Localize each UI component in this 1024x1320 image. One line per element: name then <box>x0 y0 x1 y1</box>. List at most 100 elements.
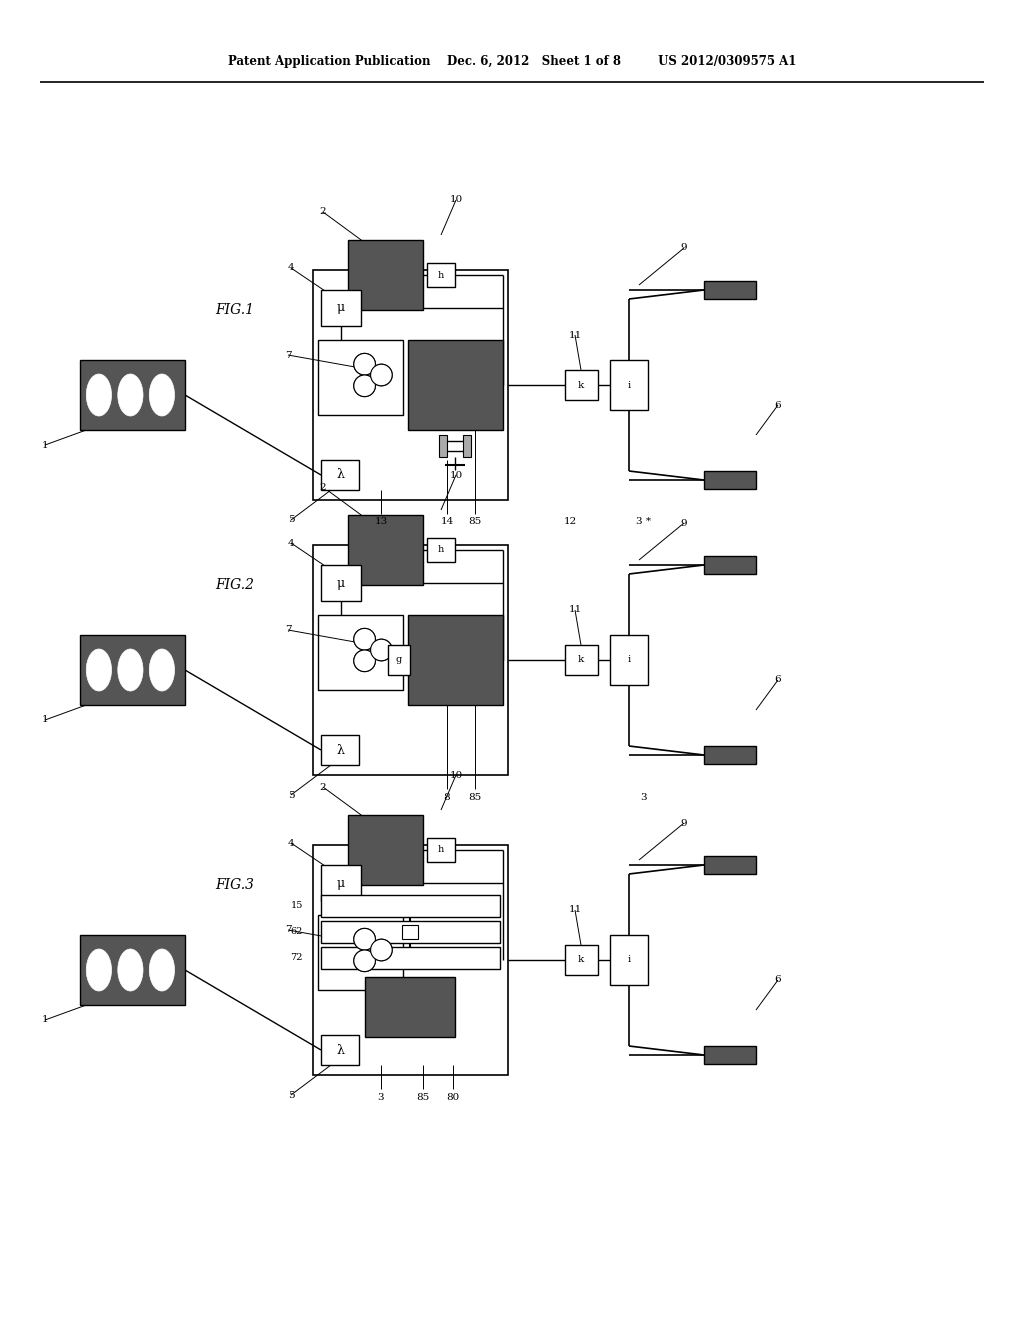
Text: 4: 4 <box>288 539 294 548</box>
Text: 2: 2 <box>319 207 327 216</box>
Bar <box>565 370 598 400</box>
Ellipse shape <box>354 649 376 672</box>
Ellipse shape <box>371 639 392 661</box>
Text: μ: μ <box>337 577 345 590</box>
Text: 6: 6 <box>775 400 781 409</box>
Ellipse shape <box>354 375 376 396</box>
Ellipse shape <box>150 949 174 991</box>
Ellipse shape <box>86 374 112 416</box>
Bar <box>313 845 508 1074</box>
Bar <box>610 635 648 685</box>
Text: 15: 15 <box>291 902 303 911</box>
Text: 4: 4 <box>288 264 294 272</box>
Bar <box>365 977 455 1038</box>
Bar <box>408 615 503 705</box>
Bar <box>80 635 185 705</box>
Text: 1: 1 <box>42 715 48 725</box>
Text: i: i <box>628 656 631 664</box>
Ellipse shape <box>354 354 376 375</box>
Ellipse shape <box>354 628 376 649</box>
Text: 13: 13 <box>375 517 388 527</box>
Ellipse shape <box>86 649 112 690</box>
Text: h: h <box>438 545 444 554</box>
Bar <box>313 545 508 775</box>
Ellipse shape <box>86 949 112 991</box>
Ellipse shape <box>354 628 376 649</box>
Bar <box>321 865 361 902</box>
Ellipse shape <box>354 950 376 972</box>
Bar <box>348 240 423 310</box>
Text: 14: 14 <box>440 517 454 527</box>
Bar <box>565 645 598 675</box>
Bar <box>427 263 455 286</box>
Bar <box>439 436 447 457</box>
Ellipse shape <box>354 649 376 672</box>
Text: 8: 8 <box>443 792 451 801</box>
Text: 1: 1 <box>42 441 48 450</box>
Text: 11: 11 <box>568 606 582 615</box>
Bar <box>313 271 508 500</box>
Bar <box>705 556 756 574</box>
Text: h: h <box>438 846 444 854</box>
Text: 7: 7 <box>285 351 291 359</box>
Text: 85: 85 <box>417 1093 430 1101</box>
Text: k: k <box>578 656 584 664</box>
Bar <box>565 945 598 975</box>
Ellipse shape <box>371 940 392 961</box>
Text: 5: 5 <box>288 516 294 524</box>
Text: FIG.1: FIG.1 <box>215 304 254 317</box>
Text: 3: 3 <box>641 792 647 801</box>
Ellipse shape <box>354 375 376 396</box>
Text: 4: 4 <box>288 838 294 847</box>
Bar <box>321 921 500 942</box>
Text: μ: μ <box>337 301 345 314</box>
Bar <box>321 895 500 917</box>
Ellipse shape <box>354 928 376 950</box>
Bar <box>402 925 418 939</box>
Ellipse shape <box>371 940 392 961</box>
Text: 5: 5 <box>288 791 294 800</box>
Text: 10: 10 <box>450 470 463 479</box>
Text: h: h <box>438 271 444 280</box>
Bar <box>321 290 361 326</box>
Text: 2: 2 <box>319 483 327 491</box>
Bar <box>705 281 756 300</box>
Bar <box>321 946 500 969</box>
Text: 85: 85 <box>468 517 481 527</box>
Text: 2: 2 <box>319 783 327 792</box>
Bar <box>80 360 185 430</box>
Bar <box>321 735 359 766</box>
Text: 11: 11 <box>568 906 582 915</box>
Text: 5: 5 <box>288 1090 294 1100</box>
Bar <box>318 341 403 414</box>
Text: k: k <box>578 380 584 389</box>
Ellipse shape <box>371 639 392 661</box>
Text: 9: 9 <box>681 818 687 828</box>
Text: FIG.3: FIG.3 <box>215 878 254 892</box>
Bar <box>321 565 361 601</box>
Text: 7: 7 <box>285 925 291 935</box>
Text: 11: 11 <box>568 330 582 339</box>
Bar <box>463 436 471 457</box>
Ellipse shape <box>118 374 143 416</box>
Bar <box>80 935 185 1005</box>
Bar <box>408 341 503 430</box>
Ellipse shape <box>150 374 174 416</box>
Bar <box>321 459 359 490</box>
Text: 6: 6 <box>775 975 781 985</box>
Ellipse shape <box>118 949 143 991</box>
Text: 3: 3 <box>378 1093 384 1101</box>
Text: 10: 10 <box>450 771 463 780</box>
Text: i: i <box>628 380 631 389</box>
Text: FIG.2: FIG.2 <box>215 578 254 591</box>
Bar <box>427 838 455 862</box>
Text: 9: 9 <box>681 519 687 528</box>
Text: 85: 85 <box>468 792 481 801</box>
Text: i: i <box>628 956 631 965</box>
Ellipse shape <box>150 649 174 690</box>
Text: 10: 10 <box>450 195 463 205</box>
Text: λ: λ <box>336 1044 344 1056</box>
Bar <box>705 1045 756 1064</box>
Bar <box>427 539 455 562</box>
Ellipse shape <box>371 364 392 385</box>
